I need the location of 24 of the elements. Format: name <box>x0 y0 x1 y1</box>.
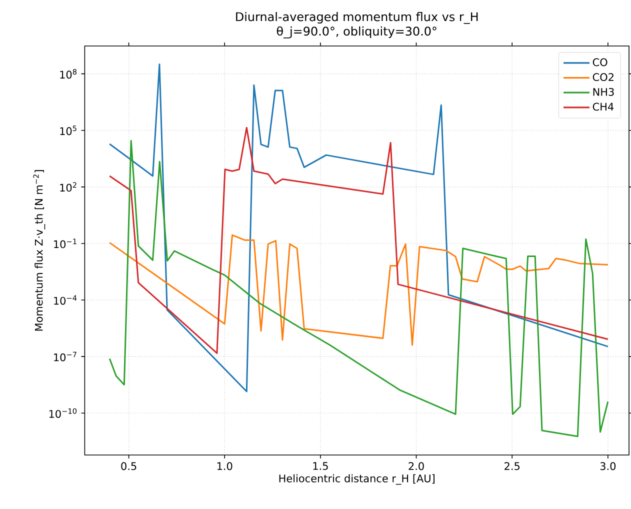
legend-label: CO2 <box>592 73 614 82</box>
y-tick-label: 10$^{−4}$ <box>54 295 77 305</box>
y-tick-label: 10$^{−7}$ <box>54 352 76 362</box>
legend-label: NH3 <box>593 88 614 96</box>
y-tick-label: 10$^{5}$ <box>60 126 76 136</box>
x-tick-label: 1.5 <box>313 462 328 470</box>
chart-subtitle: θ_j=90.0°, obliquity=30.0° <box>276 26 436 38</box>
x-axis-title: Heliocentric distance r_H [AU] <box>279 474 434 485</box>
y-tick-label: 10$^{8}$ <box>60 69 77 79</box>
x-tick-label: 3.0 <box>600 462 616 470</box>
y-tick-label: 10$^{2}$ <box>60 182 76 192</box>
x-tick-label: 0.5 <box>121 462 136 470</box>
y-tick-label: 10$^{−1}$ <box>54 238 76 248</box>
line-series <box>108 234 609 346</box>
chart-title: Diurnal-averaged momentum flux vs r_H <box>236 12 478 24</box>
legend-label: CH4 <box>592 102 614 111</box>
legend-label: CO <box>592 58 608 66</box>
y-tick-label: 10$^{−10}$ <box>49 408 77 418</box>
x-tick-label: 2.0 <box>408 462 424 470</box>
line-series <box>108 126 609 354</box>
line-series <box>108 140 609 438</box>
y-axis-title: Momentum flux Z·v_th [N m$^{−2}$] <box>33 170 46 331</box>
x-tick-label: 2.5 <box>504 462 520 470</box>
x-tick-label: 1.0 <box>217 462 232 470</box>
